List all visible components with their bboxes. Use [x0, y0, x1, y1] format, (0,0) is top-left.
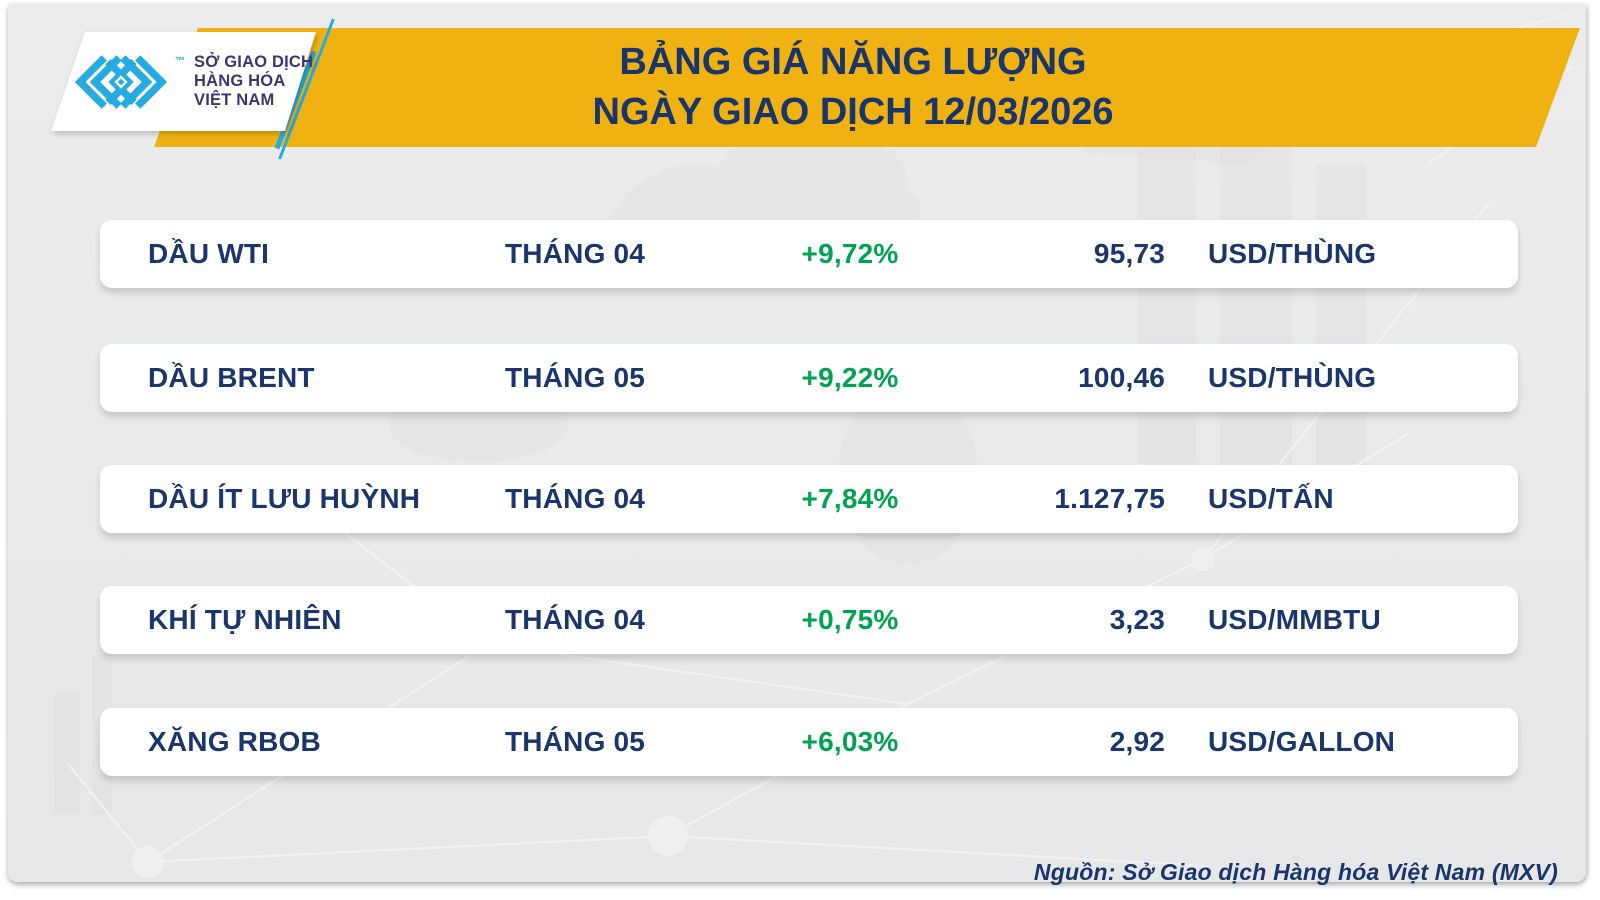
price-value: 3,23 [1109, 604, 1165, 635]
price-row: KHÍ TỰ NHIÊN THÁNG 04 +0,75% 3,23 USD/MM… [100, 586, 1518, 654]
price-value: 1.127,75 [1054, 483, 1165, 514]
logo-org-line1: SỞ GIAO DỊCH [194, 53, 314, 72]
change-percent: +6,03% [801, 726, 899, 757]
title-banner: BẢNG GIÁ NĂNG LƯỢNG NGÀY GIAO DỊCH 12/03… [154, 28, 1580, 147]
contract-month: THÁNG 04 [505, 238, 646, 269]
change-percent: +7,84% [801, 483, 899, 514]
commodity-name: DẦU ÍT LƯU HUỲNH [148, 483, 421, 514]
contract-month: THÁNG 05 [505, 726, 646, 757]
price-row: DẦU BRENT THÁNG 05 +9,22% 100,46 USD/THÙ… [100, 344, 1518, 412]
change-percent: +9,22% [801, 362, 899, 393]
price-unit: USD/THÙNG [1208, 238, 1377, 269]
price-row: DẦU ÍT LƯU HUỲNH THÁNG 04 +7,84% 1.127,7… [100, 465, 1518, 533]
contract-month: THÁNG 04 [505, 483, 646, 514]
commodity-name: DẦU WTI [148, 238, 270, 269]
price-unit: USD/GALLON [1208, 726, 1396, 757]
mxv-chevrons-icon [74, 54, 168, 109]
trademark-symbol: ™ [175, 56, 185, 67]
board-canvas: BẢNG GIÁ NĂNG LƯỢNG NGÀY GIAO DỊCH 12/03… [8, 4, 1586, 885]
price-row: XĂNG RBOB THÁNG 05 +6,03% 2,92 USD/GALLO… [100, 708, 1518, 776]
price-value: 100,46 [1078, 362, 1165, 393]
mxv-logo: ™ SỞ GIAO DỊCH HÀNG HÓA VIỆT NAM [51, 32, 316, 131]
page-title-line1: BẢNG GIÁ NĂNG LƯỢNG [619, 41, 1087, 83]
page-title-line2: NGÀY GIAO DỊCH 12/03/2026 [592, 91, 1114, 133]
logo-org-name: SỞ GIAO DỊCH HÀNG HÓA VIỆT NAM [194, 53, 313, 109]
change-percent: +9,72% [801, 238, 899, 269]
price-unit: USD/THÙNG [1208, 362, 1377, 393]
commodity-name: KHÍ TỰ NHIÊN [148, 604, 342, 635]
contract-month: THÁNG 05 [505, 362, 646, 393]
commodity-name: XĂNG RBOB [148, 726, 321, 757]
price-value: 2,92 [1109, 726, 1165, 757]
page-title: BẢNG GIÁ NĂNG LƯỢNG NGÀY GIAO DỊCH 12/03… [154, 28, 1580, 147]
price-row: DẦU WTI THÁNG 04 +9,72% 95,73 USD/THÙNG [100, 220, 1518, 288]
logo-org-line3: VIỆT NAM [194, 90, 275, 109]
commodity-name: DẦU BRENT [148, 362, 315, 393]
source-note: Nguồn: Sở Giao dịch Hàng hóa Việt Nam (M… [1033, 859, 1558, 885]
price-unit: USD/TẤN [1208, 483, 1334, 514]
price-value: 95,73 [1093, 238, 1165, 269]
logo-org-line2: HÀNG HÓA [194, 72, 286, 91]
contract-month: THÁNG 04 [505, 604, 646, 635]
price-unit: USD/MMBTU [1208, 604, 1381, 635]
change-percent: +0,75% [801, 604, 899, 635]
